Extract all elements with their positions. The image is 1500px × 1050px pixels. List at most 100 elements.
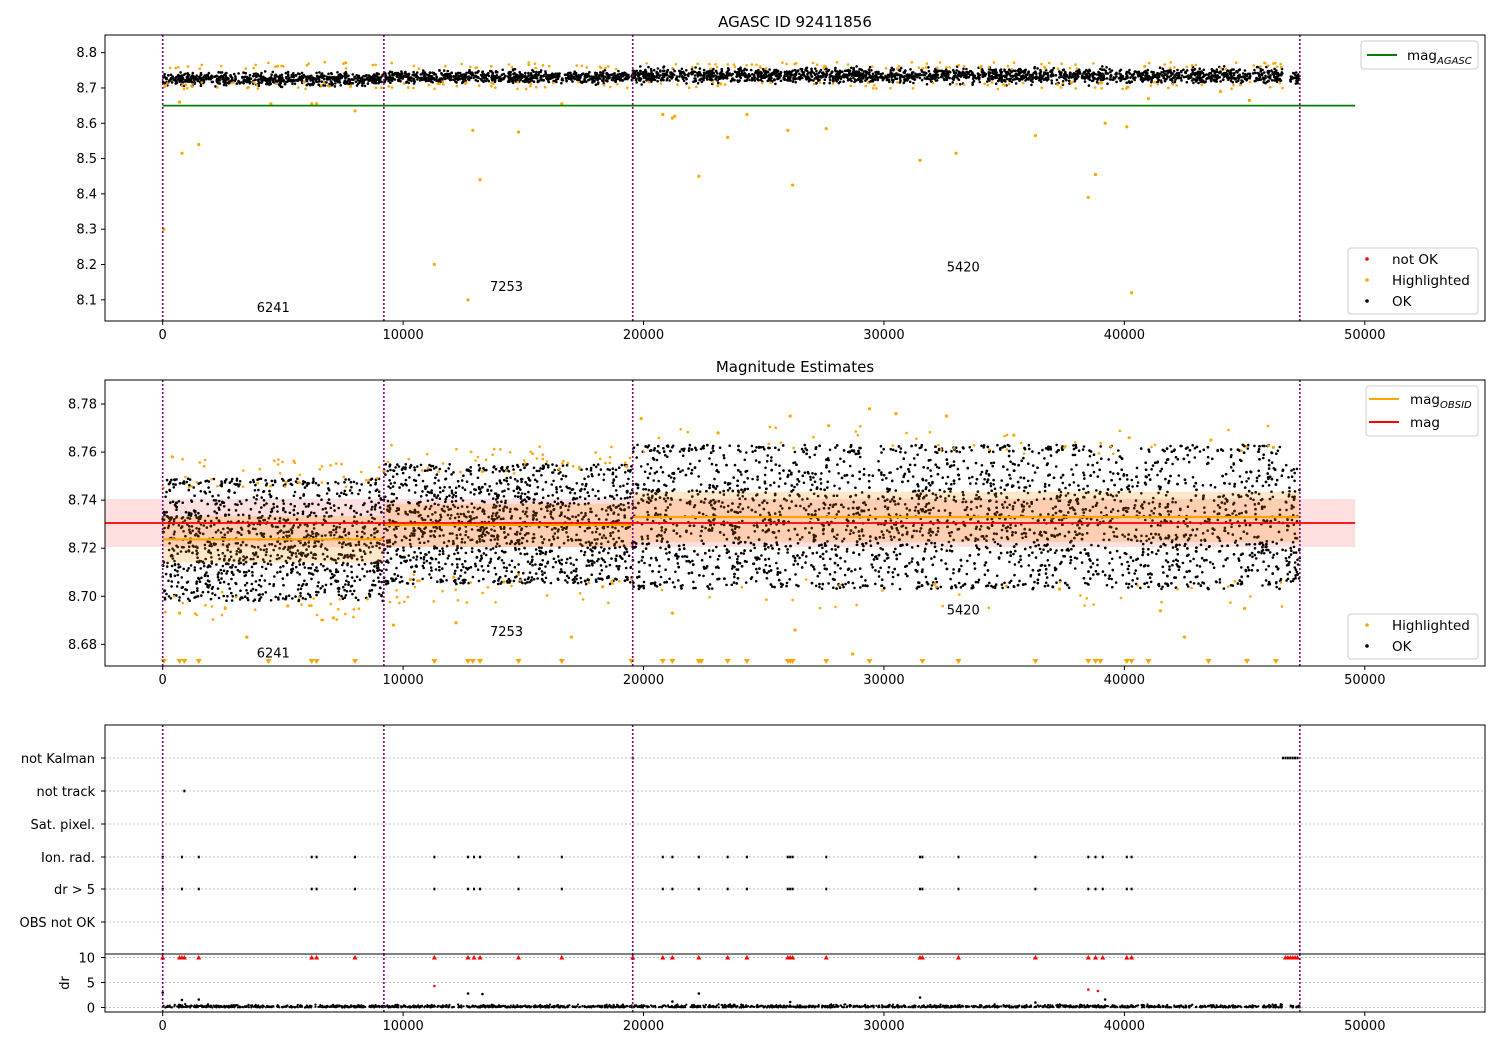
highlighted-point (1163, 63, 1166, 66)
ok-point (621, 71, 624, 75)
highlighted-point (390, 61, 394, 65)
ok-point (404, 71, 407, 75)
ok-point (798, 78, 802, 81)
highlighted-point (216, 86, 219, 89)
ok-point (329, 71, 333, 75)
ok-point (330, 76, 334, 80)
ok-point (642, 71, 646, 75)
ok-point (303, 579, 306, 583)
ok-point (193, 494, 196, 498)
highlighted-point (516, 130, 521, 134)
ok-point (648, 77, 651, 81)
ok-point (652, 78, 655, 82)
ok-point (308, 75, 311, 78)
highlighted-point (197, 142, 201, 147)
ok-point (493, 77, 496, 81)
ok-point (264, 591, 268, 594)
ok-point (293, 504, 297, 508)
ok-point (1236, 76, 1239, 80)
ok-point (986, 80, 989, 83)
ok-point (196, 587, 199, 590)
ok-point (555, 80, 558, 84)
ok-point (509, 476, 512, 479)
legend-not-ok: not OK (1392, 252, 1439, 268)
ok-point (350, 565, 353, 568)
highlighted-point (387, 85, 391, 88)
ok-point (357, 492, 360, 496)
ok-point (230, 577, 233, 581)
ok-point (1268, 75, 1272, 79)
ok-point (428, 71, 432, 74)
ok-point (340, 594, 343, 598)
ok-point (941, 69, 944, 73)
ok-point (229, 74, 232, 77)
ok-point (1137, 74, 1140, 77)
ok-point (659, 79, 663, 82)
ok-point (290, 75, 294, 78)
highlighted-point (390, 86, 394, 89)
ok-point (349, 506, 352, 510)
ok-point (230, 76, 234, 80)
ok-point (388, 479, 391, 482)
ok-point (348, 489, 352, 492)
highlighted-point (1092, 62, 1095, 65)
ok-point (935, 79, 939, 82)
ok-point (217, 494, 220, 497)
ok-point (834, 66, 837, 70)
ok-point (1065, 78, 1068, 82)
ok-point (614, 74, 617, 77)
highlighted-point (1146, 96, 1151, 101)
ok-point (597, 74, 600, 78)
ok-point (220, 572, 223, 575)
ok-point (344, 70, 348, 74)
ok-point (984, 73, 988, 76)
ok-point (1141, 71, 1145, 75)
ok-point (170, 81, 174, 84)
ok-point (827, 68, 831, 72)
ok-point (521, 79, 525, 83)
ok-point (345, 493, 348, 497)
ok-point (618, 78, 622, 82)
ok-point (278, 84, 282, 87)
highlighted-point (896, 81, 899, 84)
ok-point (302, 74, 305, 77)
ok-point (170, 585, 173, 588)
ok-point (902, 71, 905, 74)
highlighted-point (529, 84, 532, 88)
highlighted-point (992, 61, 996, 64)
ok-point (1007, 68, 1011, 71)
ok-point (407, 73, 411, 77)
ok-point (795, 71, 798, 74)
ok-point (189, 75, 193, 79)
ok-point (529, 76, 532, 79)
highlighted-point (543, 85, 547, 89)
ok-point (314, 481, 318, 485)
ok-point (329, 570, 332, 573)
highlighted-point (659, 82, 663, 85)
ok-point (227, 508, 231, 512)
ok-point (474, 564, 478, 568)
ok-point (189, 564, 193, 567)
ok-point (1180, 74, 1184, 77)
ok-point (300, 71, 304, 75)
ok-point (244, 574, 248, 577)
ok-point (226, 594, 229, 598)
ok-point (694, 66, 697, 69)
highlighted-point (875, 87, 878, 90)
ok-point (319, 75, 323, 79)
ok-point (426, 79, 430, 83)
ok-point (1221, 78, 1225, 82)
ok-point (1141, 80, 1145, 83)
ok-point (187, 488, 191, 492)
ok-point (898, 81, 902, 84)
ok-point (1219, 71, 1222, 74)
ok-point (219, 568, 223, 572)
ok-point (411, 73, 415, 77)
ok-point (178, 482, 182, 485)
ok-point (794, 80, 797, 84)
ok-point (658, 74, 661, 77)
ok-point (255, 497, 258, 501)
ok-point (1017, 73, 1021, 77)
ok-point (1058, 73, 1062, 76)
